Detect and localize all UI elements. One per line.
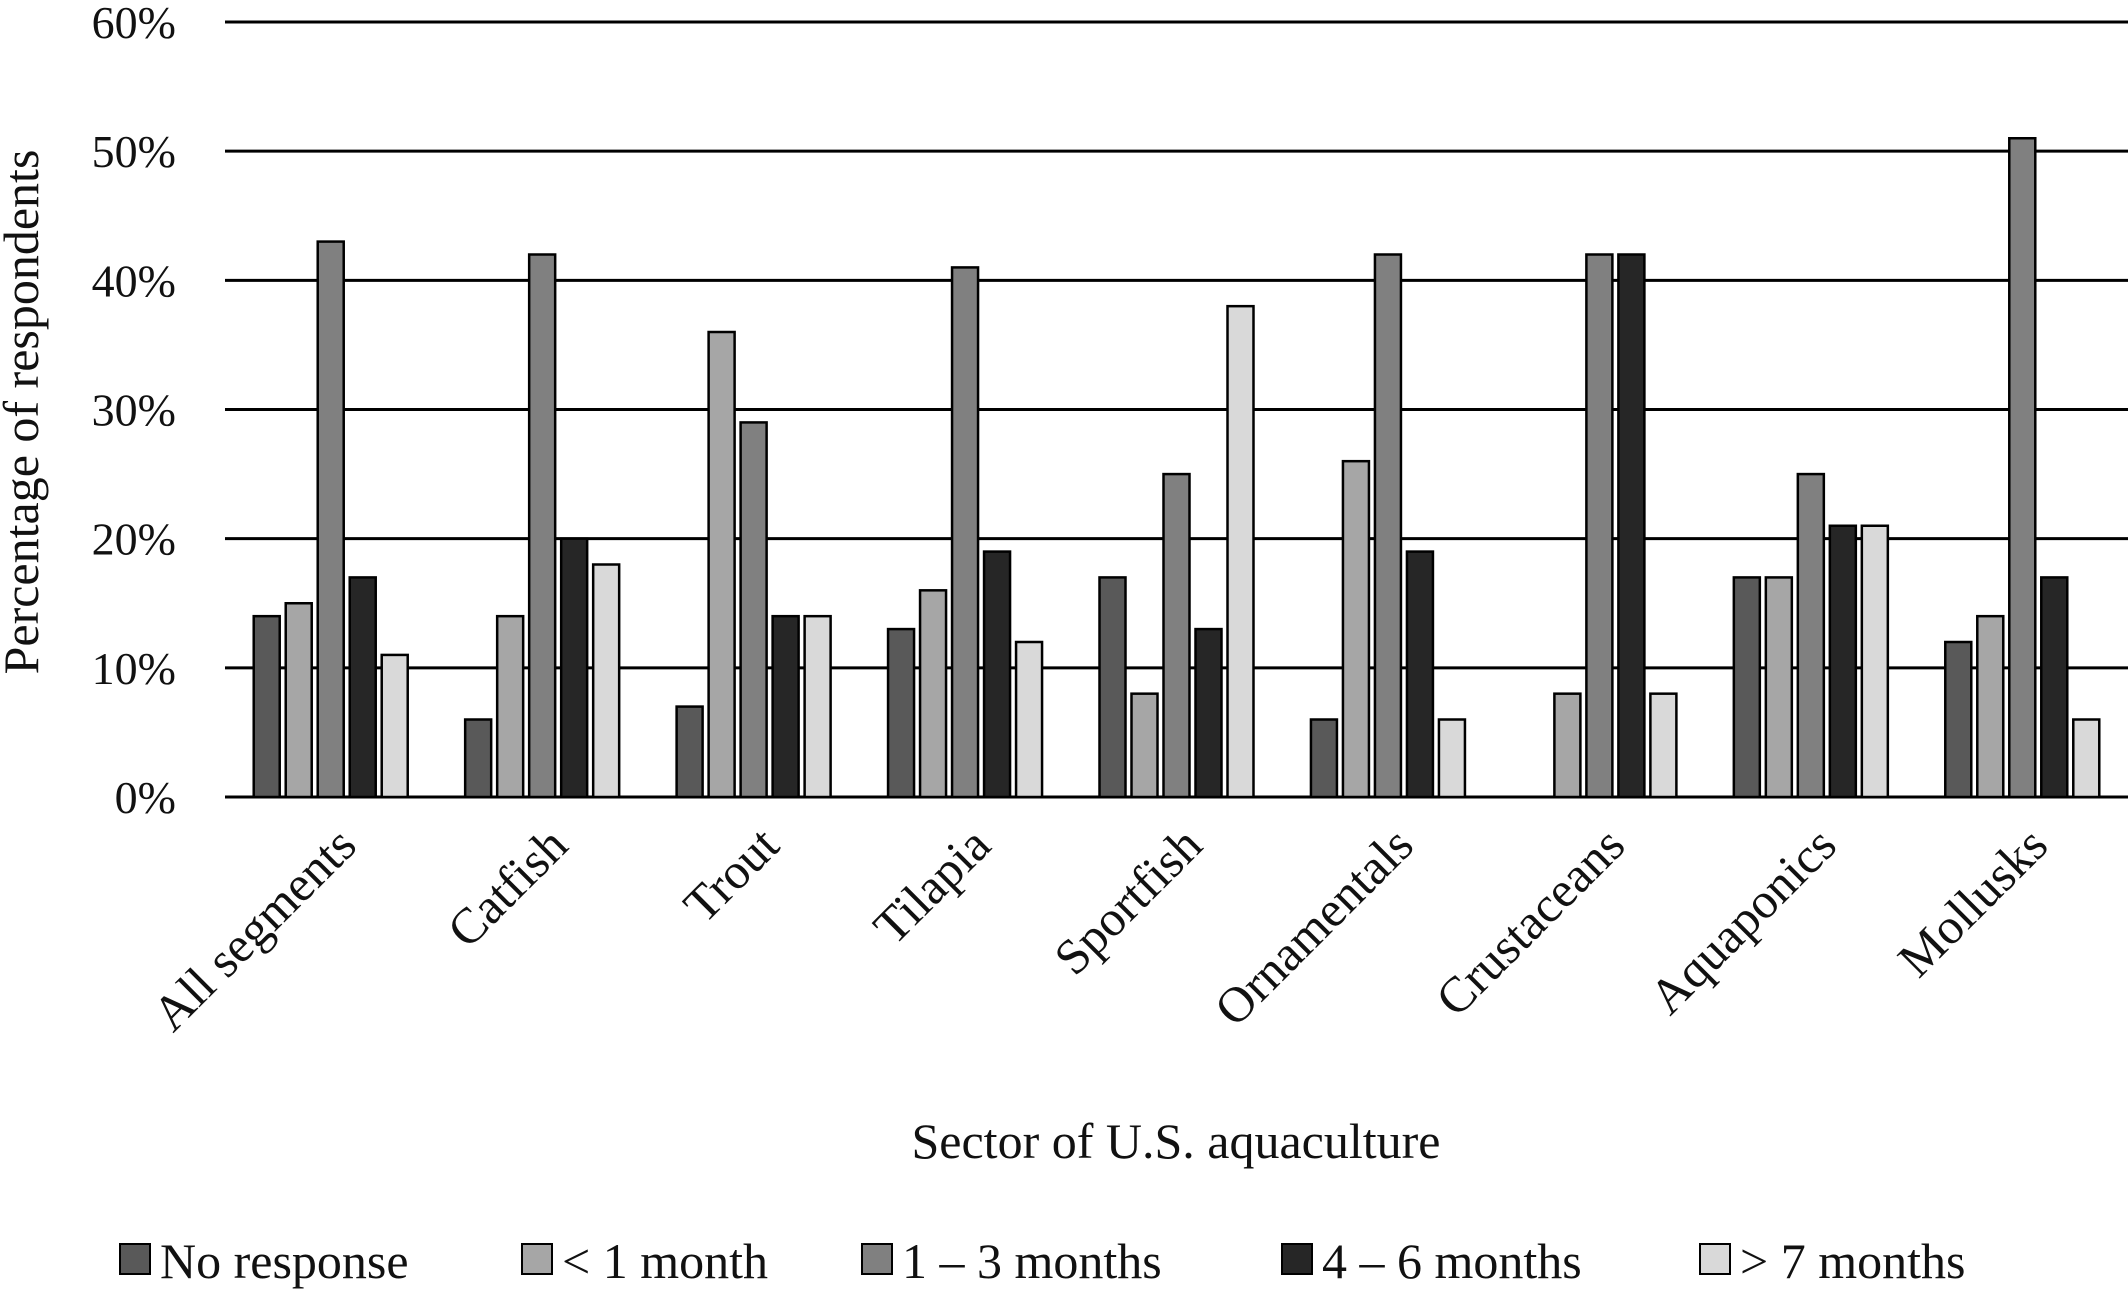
y-axis-ticks: 0% 10% 20% 30% 40% 50% 60% <box>92 0 176 823</box>
bars <box>252 137 2101 799</box>
category-label: All segments <box>141 816 366 1041</box>
y-tick-label: 30% <box>92 385 176 436</box>
bar-3-2 <box>950 266 980 799</box>
legend-label: < 1 month <box>562 1233 768 1289</box>
legend-label: 4 – 6 months <box>1322 1233 1582 1289</box>
category-label: Ornamentals <box>1203 816 1423 1036</box>
bar-8-0 <box>1944 640 1973 799</box>
bar-4-1 <box>1130 692 1159 799</box>
bar-4-3 <box>1194 627 1223 799</box>
legend-swatch <box>521 1243 553 1275</box>
y-tick-label: 50% <box>92 126 176 177</box>
y-axis-title: Percentage of respondents <box>0 150 49 675</box>
bar-4-2 <box>1162 472 1191 799</box>
bar-6-2 <box>1585 253 1614 799</box>
legend-swatch <box>1699 1243 1731 1275</box>
bar-3-0 <box>886 627 916 799</box>
legend-label: No response <box>160 1233 409 1289</box>
bar-3-4 <box>1014 640 1044 799</box>
bar-2-3 <box>771 614 800 799</box>
bar-0-4 <box>380 653 409 799</box>
legend-label: 1 – 3 months <box>902 1233 1162 1289</box>
bar-1-3 <box>559 537 589 799</box>
bar-0-0 <box>252 614 281 799</box>
bar-5-3 <box>1405 550 1435 799</box>
legend-swatch <box>119 1243 151 1275</box>
bar-5-0 <box>1309 718 1339 799</box>
bar-0-3 <box>348 576 377 799</box>
bar-1-2 <box>527 253 557 799</box>
bar-5-2 <box>1373 253 1403 799</box>
bar-6-4 <box>1649 692 1678 799</box>
legend: No response < 1 month 1 – 3 months 4 – 6 mo… <box>119 1233 1965 1289</box>
bar-5-4 <box>1437 718 1467 799</box>
bar-1-1 <box>495 614 525 799</box>
x-axis-categories: All segments Catfish Trout Tilapia Sportfish… <box>141 816 2058 1041</box>
bar-0-2 <box>316 240 345 799</box>
y-tick-label: 40% <box>92 255 176 306</box>
bar-6-1 <box>1553 692 1582 799</box>
category-label: Catfish <box>436 816 578 958</box>
bar-8-4 <box>2072 718 2101 799</box>
bar-7-2 <box>1796 472 1826 799</box>
bar-6-3 <box>1617 253 1646 799</box>
bar-3-3 <box>982 550 1012 799</box>
category-label: Aquaponics <box>1638 816 1846 1024</box>
y-tick-label: 20% <box>92 514 176 565</box>
legend-label: > 7 months <box>1740 1233 1965 1289</box>
bar-7-0 <box>1732 576 1762 799</box>
legend-swatch <box>861 1243 893 1275</box>
bar-4-0 <box>1098 576 1127 799</box>
y-tick-label: 0% <box>115 772 176 823</box>
bar-4-4 <box>1226 304 1255 799</box>
bar-7-4 <box>1860 524 1890 799</box>
bar-8-1 <box>1976 614 2005 799</box>
category-label: Tilapia <box>862 816 1000 954</box>
bar-7-1 <box>1764 576 1794 799</box>
bar-2-4 <box>803 614 832 799</box>
y-tick-label: 10% <box>92 643 176 694</box>
legend-swatch <box>1281 1243 1313 1275</box>
bar-2-2 <box>739 421 768 799</box>
y-tick-label: 60% <box>92 0 176 48</box>
category-label: Trout <box>672 816 789 933</box>
bar-1-4 <box>591 563 621 799</box>
bar-1-0 <box>463 718 493 799</box>
bar-2-0 <box>675 705 704 799</box>
bar-7-3 <box>1828 524 1858 799</box>
bar-5-1 <box>1341 459 1371 799</box>
bar-2-1 <box>707 330 736 799</box>
x-axis-title: Sector of U.S. aquaculture <box>911 1113 1440 1169</box>
bar-3-1 <box>918 589 948 799</box>
bar-8-3 <box>2040 576 2069 799</box>
bar-0-1 <box>284 602 313 799</box>
bar-8-2 <box>2008 137 2037 799</box>
category-label: Sportfish <box>1043 816 1212 985</box>
category-label: Crustaceans <box>1425 816 1635 1026</box>
category-label: Mollusks <box>1887 816 2058 987</box>
